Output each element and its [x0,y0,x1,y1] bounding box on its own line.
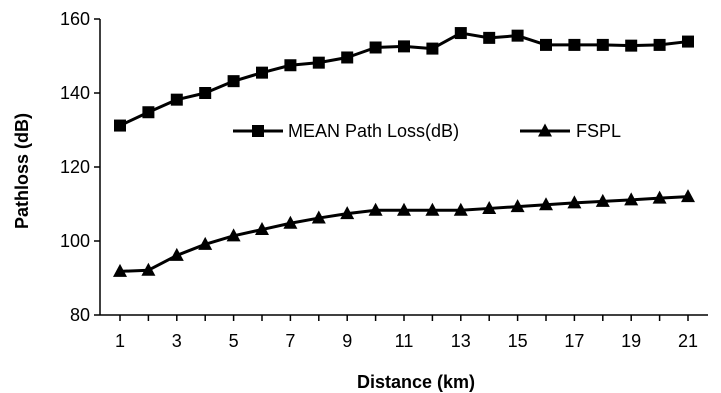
data-point [597,39,609,51]
x-tick-label: 7 [285,331,295,351]
data-point [455,27,467,39]
data-point [654,39,666,51]
y-tick-label: 120 [60,157,90,177]
legend-label: MEAN Path Loss(dB) [288,121,459,141]
data-point [370,41,382,53]
y-tick-label: 100 [60,231,90,251]
y-tick-label: 160 [60,9,90,29]
y-axis-title: Pathloss (dB) [12,113,32,229]
x-tick-label: 17 [564,331,584,351]
data-point [171,94,183,106]
series-layer [113,27,695,277]
data-point [313,57,325,69]
x-tick-label: 3 [172,331,182,351]
legend-marker [252,125,264,137]
axes [100,19,708,315]
data-point [398,40,410,52]
legend: MEAN Path Loss(dB) FSPL [233,121,621,141]
legend-item-2: FSPL [520,121,621,141]
data-point [142,106,154,118]
data-point [426,43,438,55]
data-point [256,67,268,79]
data-point [199,87,211,99]
x-tick-label: 13 [451,331,471,351]
legend-item-1: MEAN Path Loss(dB) [233,121,459,141]
series-2 [113,189,695,277]
x-tick-label: 15 [508,331,528,351]
data-point [341,51,353,63]
y-tick-label: 80 [70,305,90,325]
x-axis-title: Distance (km) [357,372,475,392]
data-point [228,75,240,87]
data-point [568,39,580,51]
x-axis-ticks: 1 3 5 7 9 11 13 15 17 19 21 [115,315,698,351]
data-point [512,30,524,42]
legend-label: FSPL [576,121,621,141]
y-axis-ticks: 80 100 120 140 160 [60,9,100,325]
y-tick-label: 140 [60,83,90,103]
x-tick-label: 1 [115,331,125,351]
data-point [284,59,296,71]
x-tick-label: 19 [621,331,641,351]
x-tick-label: 9 [342,331,352,351]
x-tick-label: 11 [395,331,414,351]
data-point [540,39,552,51]
x-tick-label: 21 [678,331,698,351]
data-point [114,120,126,132]
data-point [682,36,694,48]
data-point [483,32,495,44]
series-1 [114,27,694,132]
x-tick-label: 5 [229,331,239,351]
data-point [625,40,637,52]
